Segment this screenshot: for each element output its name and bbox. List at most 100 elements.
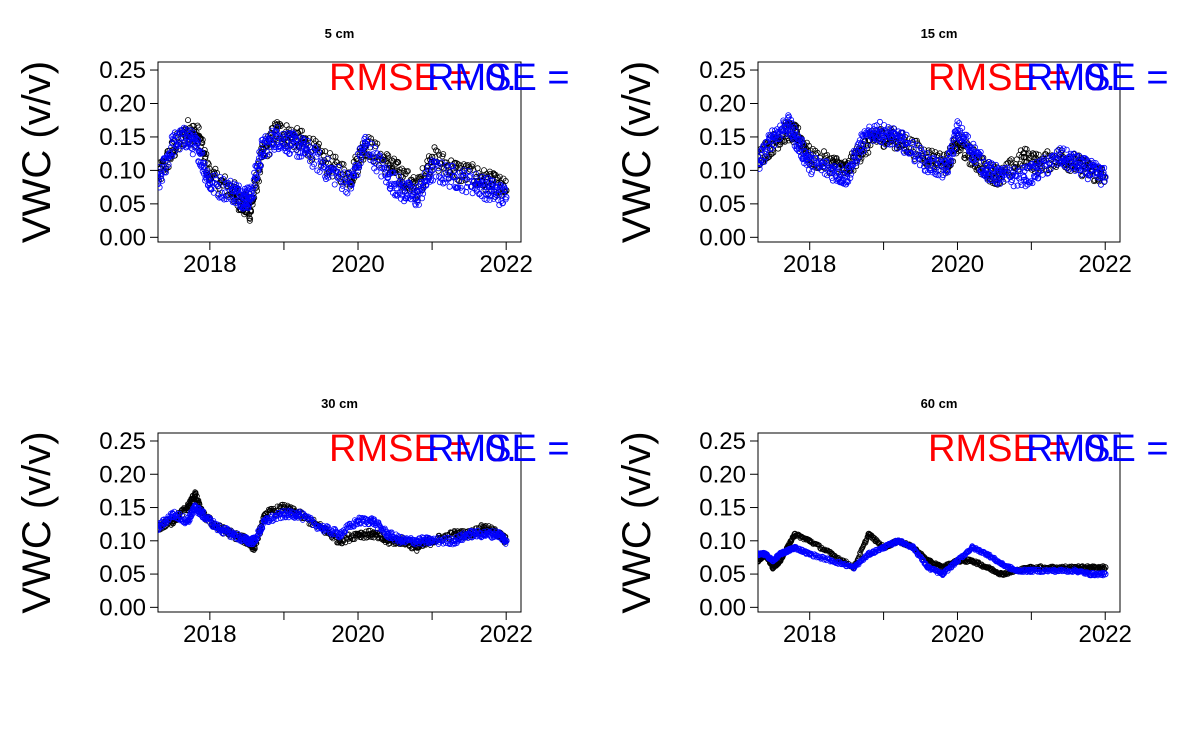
data-point — [410, 174, 417, 181]
data-point — [371, 144, 378, 151]
data-point — [990, 172, 997, 179]
data-point — [909, 138, 916, 145]
data-point — [306, 517, 312, 523]
data-point — [338, 533, 345, 539]
data-point — [806, 537, 814, 545]
data-point — [169, 152, 176, 159]
data-point — [788, 117, 795, 124]
data-point — [979, 154, 986, 161]
y-axis-label: VWC (v/v) — [615, 61, 659, 243]
data-point — [195, 124, 202, 131]
data-point — [920, 149, 927, 156]
data-point — [279, 501, 286, 507]
data-point — [214, 524, 221, 531]
data-point — [502, 193, 510, 201]
data-point — [273, 130, 280, 137]
data-point — [288, 140, 295, 147]
data-point — [354, 517, 362, 525]
data-point — [331, 181, 338, 188]
data-point — [307, 158, 314, 165]
data-point — [258, 137, 265, 144]
data-point — [162, 169, 169, 176]
rmse-annotation: 0. — [485, 428, 517, 470]
data-point — [889, 141, 896, 148]
data-point — [488, 187, 495, 194]
data-point — [472, 170, 479, 177]
data-point — [384, 154, 391, 161]
data-point — [399, 187, 406, 194]
data-point — [465, 530, 473, 538]
data-point — [235, 182, 242, 189]
y-tick-label: 0.15 — [99, 495, 146, 522]
data-point — [758, 557, 762, 565]
data-point — [843, 173, 851, 181]
data-point — [454, 184, 461, 191]
x-tick-label: 2022 — [479, 621, 532, 648]
data-point — [169, 140, 177, 147]
data-point — [848, 164, 855, 171]
data-point — [982, 173, 989, 180]
data-point — [467, 172, 474, 179]
data-point — [158, 180, 162, 188]
data-point — [247, 215, 254, 222]
data-point — [1045, 169, 1052, 176]
data-point — [298, 127, 305, 134]
data-point — [302, 147, 310, 154]
data-point — [1029, 180, 1036, 187]
y-tick-label: 0.05 — [99, 191, 146, 218]
data-point — [295, 510, 303, 518]
data-point — [851, 149, 858, 156]
data-point — [922, 160, 929, 167]
data-point — [1072, 160, 1079, 167]
data-point — [373, 168, 380, 175]
data-point — [988, 160, 995, 167]
x-tick-label: 2022 — [1079, 251, 1132, 278]
data-point — [341, 169, 348, 176]
y-axis-label: VWC (v/v) — [15, 61, 59, 243]
data-point — [414, 193, 421, 201]
data-point — [1032, 154, 1039, 161]
data-point — [1057, 153, 1065, 161]
data-point — [181, 126, 188, 133]
data-point — [233, 197, 240, 204]
data-point — [1013, 156, 1020, 163]
data-point — [460, 537, 466, 543]
data-point — [316, 168, 323, 175]
data-point — [201, 160, 208, 167]
data-point — [467, 183, 474, 190]
data-point — [917, 162, 924, 169]
data-point — [1046, 160, 1053, 167]
data-point — [807, 151, 814, 158]
data-point — [769, 564, 777, 571]
data-point — [840, 560, 846, 567]
data-point — [211, 518, 217, 524]
data-point — [176, 146, 183, 153]
data-point — [315, 148, 322, 155]
data-point — [339, 182, 346, 189]
rmse-annotation: RMSE = — [928, 57, 1071, 99]
data-point — [765, 142, 772, 149]
y-tick-label: 0.20 — [99, 461, 146, 488]
data-point — [1087, 167, 1094, 174]
data-point — [806, 160, 814, 167]
data-point — [329, 173, 336, 180]
data-point — [253, 174, 260, 181]
data-point — [458, 178, 465, 185]
data-point — [235, 530, 241, 537]
data-layer — [758, 112, 1109, 190]
data-point — [464, 180, 471, 187]
data-point — [296, 508, 302, 514]
data-point — [784, 120, 791, 127]
data-layer — [758, 530, 1109, 579]
data-point — [365, 527, 372, 534]
x-tick-label: 2020 — [931, 251, 984, 278]
data-point — [1047, 165, 1054, 172]
data-point — [338, 179, 345, 186]
data-point — [395, 159, 402, 166]
data-point — [947, 161, 954, 168]
y-tick-label: 0.10 — [99, 157, 146, 184]
data-point — [325, 167, 332, 174]
data-point — [288, 146, 295, 153]
